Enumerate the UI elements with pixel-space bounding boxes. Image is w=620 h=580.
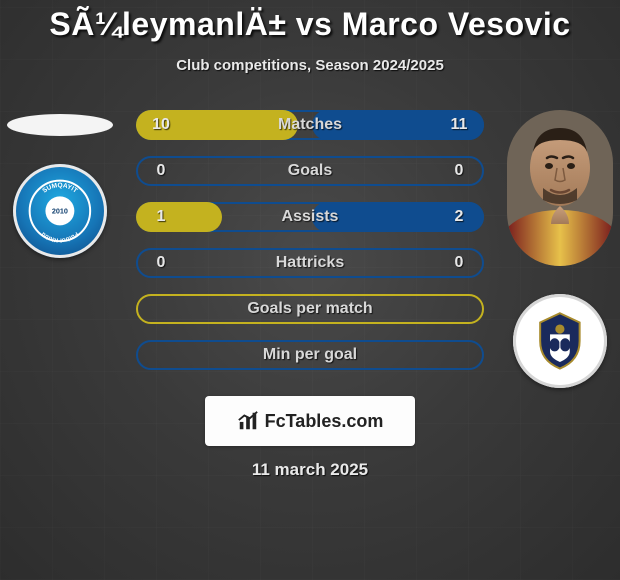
left-player-column: 2010 SUMQAYIT Futbol Klubu [0, 110, 120, 258]
chart-icon [237, 410, 259, 432]
stat-row: Min per goal [136, 340, 484, 370]
stat-value-right: 0 [436, 254, 482, 272]
left-club-crest: 2010 SUMQAYIT Futbol Klubu [13, 164, 107, 258]
svg-text:2010: 2010 [52, 207, 68, 216]
stat-label: Hattricks [138, 254, 482, 272]
stat-label: Goals per match [138, 300, 482, 318]
stat-row: 0Goals0 [136, 156, 484, 186]
stat-row: 1Assists2 [136, 202, 484, 232]
left-player-portrait-placeholder [7, 114, 113, 136]
stat-value-right: 11 [436, 116, 482, 134]
player-portrait-icon [507, 110, 613, 266]
right-player-column [500, 110, 620, 388]
stat-label: Goals [138, 162, 482, 180]
comparison-row: 2010 SUMQAYIT Futbol Klubu 10Matches110G… [0, 110, 620, 388]
stat-value-right: 2 [436, 208, 482, 226]
page-title: SÃ¼leymanlÄ± vs Marco Vesovic [49, 6, 570, 43]
stat-label: Matches [138, 116, 482, 134]
comparison-date: 11 march 2025 [252, 460, 368, 480]
sumqayit-crest-icon: 2010 SUMQAYIT Futbol Klubu [27, 178, 93, 244]
stat-row: Goals per match [136, 294, 484, 324]
stat-label: Assists [138, 208, 482, 226]
source-badge-text: FcTables.com [265, 411, 384, 432]
right-club-crest [513, 294, 607, 388]
stat-label: Min per goal [138, 346, 482, 364]
svg-text:Futbol Klubu: Futbol Klubu [41, 230, 80, 242]
stats-column: 10Matches110Goals01Assists20Hattricks0Go… [120, 110, 500, 370]
page-subtitle: Club competitions, Season 2024/2025 [176, 57, 444, 74]
stat-value-right: 0 [436, 162, 482, 180]
source-badge: FcTables.com [205, 396, 415, 446]
stat-row: 0Hattricks0 [136, 248, 484, 278]
stat-row: 10Matches11 [136, 110, 484, 140]
right-player-portrait [507, 110, 613, 266]
qarabag-crest-icon [527, 308, 593, 374]
